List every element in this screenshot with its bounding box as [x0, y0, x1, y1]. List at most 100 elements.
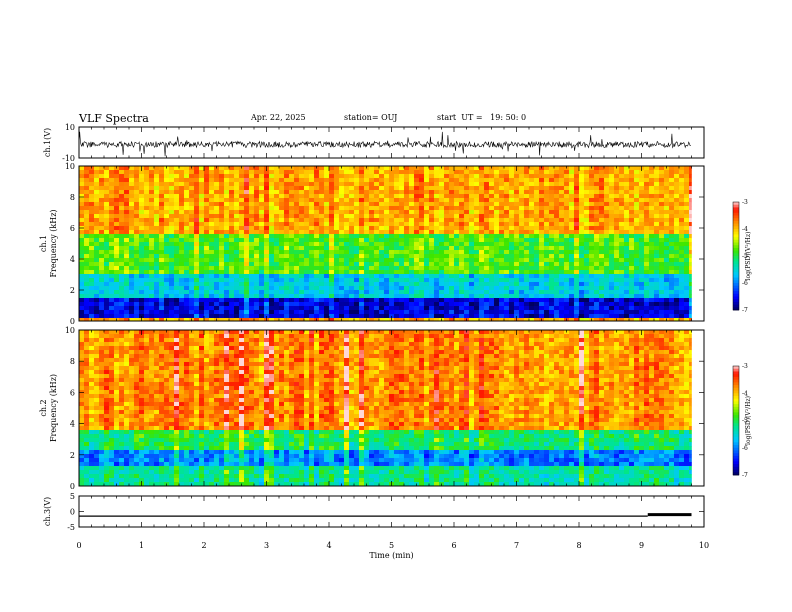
x-tick-label: 10: [699, 541, 709, 550]
colorbar-segment: [733, 472, 739, 476]
y-tick-label: 0: [70, 482, 75, 491]
colorbar-tick-label: -6: [742, 445, 748, 452]
colorbar-segment: [733, 296, 739, 300]
colorbar-segment: [733, 420, 739, 424]
ch1-waveform-line: [78, 131, 691, 157]
colorbar-segment: [733, 387, 739, 391]
colorbar-segment: [733, 274, 739, 278]
x-tick-label: 9: [639, 541, 644, 550]
colorbar-segment: [733, 229, 739, 233]
colorbar-segment: [733, 266, 739, 270]
colorbar-segment: [733, 404, 739, 408]
colorbar-tick-label: -5: [742, 418, 748, 425]
ch2-spectrogram-cells: [79, 330, 692, 487]
colorbar-segment: [733, 212, 739, 216]
y-tick-label: 5: [70, 492, 75, 501]
colorbar-segment: [733, 398, 739, 402]
colorbar-segment: [733, 285, 739, 289]
y-tick-label: 10: [65, 162, 75, 171]
colorbar-segment: [733, 226, 739, 230]
colorbar-segment: [733, 269, 739, 273]
y-tick-label: -10: [62, 154, 75, 163]
colorbar-segment: [733, 445, 739, 449]
y-tick-label: 8: [70, 357, 75, 366]
colorbar-segment: [733, 239, 739, 243]
colorbar-segment: [733, 412, 739, 416]
colorbar-segment: [733, 234, 739, 238]
colorbar-tick-label: -7: [742, 472, 748, 479]
y-tick-label: 4: [70, 420, 75, 429]
colorbar-segment: [733, 204, 739, 208]
ch1-label: ch.1: [39, 235, 48, 252]
x-tick-label: 4: [326, 541, 331, 550]
colorbar-segment: [733, 447, 739, 451]
y-tick-label: 4: [70, 255, 75, 264]
colorbar-segment: [733, 417, 739, 421]
y-tick-label: 0: [70, 508, 75, 517]
start-time-label: start UT = 19: 50: 0: [437, 113, 527, 122]
colorbar-segment: [733, 423, 739, 427]
colorbar-tick-label: -5: [742, 253, 748, 260]
colorbar-segment: [733, 395, 739, 400]
colorbar-segment: [733, 288, 739, 292]
colorbar-segment: [733, 393, 739, 397]
colorbar-segment: [733, 461, 739, 465]
x-tick-label: 8: [576, 541, 581, 550]
colorbar-segment: [733, 207, 739, 211]
x-tick-label: 7: [514, 541, 519, 550]
ch2-colorbar: [732, 365, 740, 476]
colorbar-segment: [733, 436, 739, 440]
colorbar-tick-label: -3: [742, 363, 748, 370]
colorbar-tick-label: -6: [742, 280, 748, 287]
colorbar-tick-label: -7: [742, 307, 748, 314]
colorbar-segment: [733, 307, 739, 311]
colorbar-segment: [733, 455, 739, 460]
colorbar-segment: [733, 409, 739, 413]
colorbar-segment: [733, 379, 739, 383]
colorbar-segment: [733, 458, 739, 462]
ch1-freq-label: Frequency (kHz): [49, 209, 58, 277]
colorbar-segment: [733, 277, 739, 281]
colorbar-segment: [733, 431, 739, 435]
colorbar-segment: [733, 368, 739, 372]
y-tick-label: 2: [70, 286, 75, 295]
colorbar-segment: [733, 371, 739, 375]
colorbar-segment: [733, 231, 739, 235]
colorbar-segment: [733, 250, 739, 254]
colorbar-segment: [733, 293, 739, 297]
colorbar-segment: [733, 401, 739, 405]
colorbar-tick-label: -4: [742, 226, 748, 233]
colorbar-label: log(PSD)(V²/Hz): [745, 232, 752, 281]
ch1-colorbar: [732, 201, 740, 311]
colorbar-segment: [733, 242, 739, 246]
colorbar-segment: [733, 450, 739, 454]
colorbar-segment: [733, 425, 739, 430]
colorbar-segment: [733, 434, 739, 438]
ch2-label: ch.2: [39, 399, 48, 416]
colorbar-segment: [733, 382, 739, 386]
ch1-y-label: ch.1(V): [43, 128, 52, 157]
y-tick-label: 6: [70, 388, 75, 397]
y-tick-label: 8: [70, 193, 75, 202]
colorbar-segment: [733, 258, 739, 262]
y-tick-label: -5: [67, 523, 75, 532]
colorbar-segment: [733, 299, 739, 303]
x-tick-label: 0: [76, 541, 81, 550]
colorbar-segment: [733, 453, 739, 457]
colorbar-tick-label: -4: [742, 390, 748, 397]
chart-title: VLF Spectra: [79, 112, 149, 125]
colorbar-segment: [733, 247, 739, 251]
colorbar-segment: [733, 215, 739, 219]
colorbar-segment: [733, 280, 739, 284]
colorbar-segment: [733, 366, 739, 370]
colorbar-segment: [733, 218, 739, 222]
colorbar-segment: [733, 374, 739, 378]
colorbar-segment: [733, 301, 739, 305]
ch2-freq-label: Frequency (kHz): [49, 374, 58, 442]
x-tick-label: 6: [451, 541, 456, 550]
colorbar-segment: [733, 261, 739, 265]
x-tick-label: 2: [201, 541, 206, 550]
colorbar-segment: [733, 428, 739, 432]
x-axis-label: Time (min): [369, 551, 413, 560]
